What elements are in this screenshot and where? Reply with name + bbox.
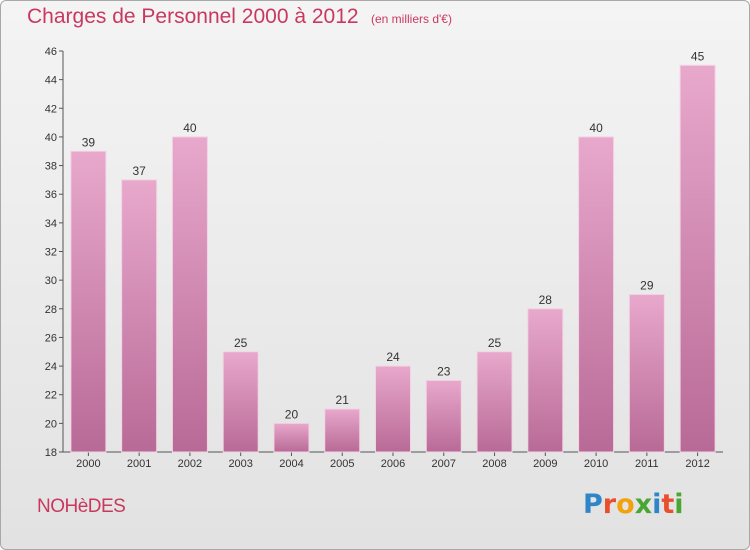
labels-group: 39 37 40 25 20 21 24 23 25 28 40 29 45 [82, 49, 705, 421]
y-tick-label: 18 [45, 447, 57, 459]
y-tick-label: 22 [45, 390, 57, 402]
bar-value-label: 37 [132, 164, 146, 178]
bar [273, 422, 310, 453]
bar-value-label: 25 [488, 336, 502, 350]
bar-value-label: 45 [691, 49, 705, 63]
bar [375, 365, 411, 453]
bar-value-label: 24 [386, 350, 400, 364]
bar [578, 136, 615, 453]
y-tick-label: 26 [45, 332, 57, 344]
logo-letter: i [674, 489, 684, 520]
logo-letter: r [602, 489, 617, 520]
logo-letter: i [652, 489, 662, 520]
logo-letter: o [616, 489, 635, 520]
x-tick-label: 2002 [178, 458, 202, 470]
x-tick-label: 2001 [127, 458, 151, 470]
x-tick-label: 2006 [381, 458, 405, 470]
x-tick-label: 2011 [635, 458, 659, 470]
proxiti-logo: Proxiti [583, 489, 684, 520]
y-tick-label: 20 [45, 418, 57, 430]
bars-group [70, 64, 716, 453]
bar [222, 351, 259, 453]
bar [628, 293, 665, 453]
bar-value-label: 28 [539, 293, 553, 307]
bar [527, 308, 564, 453]
bar-value-label: 21 [336, 393, 350, 407]
logo-letter: t [661, 489, 675, 520]
bar [171, 136, 208, 453]
bar-value-label: 40 [183, 121, 197, 135]
x-tick-label: 2003 [228, 458, 252, 470]
bar-value-label: 40 [589, 121, 603, 135]
bar [70, 150, 107, 453]
y-tick-label: 30 [45, 275, 57, 287]
y-tick-label: 36 [45, 189, 57, 201]
x-tick-label: 2010 [584, 458, 608, 470]
y-tick-label: 38 [45, 161, 57, 173]
bar [324, 408, 361, 453]
bar [425, 379, 462, 453]
chart-subtitle: (en milliers d'€) [371, 12, 452, 26]
chart-title: Charges de Personnel 2000 à 2012 [27, 5, 359, 28]
y-tick-label: 32 [45, 247, 57, 259]
x-tick-label: 2000 [76, 458, 100, 470]
bar [679, 64, 716, 453]
y-tick-label: 46 [45, 46, 57, 58]
bar-value-label: 20 [285, 407, 299, 421]
x-tick-label: 2008 [482, 458, 506, 470]
x-tick-label: 2012 [685, 458, 709, 470]
bar-value-label: 29 [640, 278, 654, 292]
y-tick-label: 40 [45, 132, 57, 144]
bar-value-label: 23 [437, 364, 451, 378]
y-tick-label: 44 [45, 75, 57, 87]
y-tick-label: 24 [45, 361, 57, 373]
y-tick-label: 42 [45, 103, 57, 115]
y-tick-label: 28 [45, 304, 57, 316]
bar-value-label: 25 [234, 336, 248, 350]
logo-letter: P [583, 489, 603, 520]
x-tick-label: 2005 [330, 458, 354, 470]
y-tick-label: 34 [45, 218, 57, 230]
bar [476, 351, 513, 453]
x-tick-label: 2009 [533, 458, 557, 470]
bar-value-label: 39 [82, 135, 96, 149]
commune-name: NOHèDES [37, 496, 126, 517]
bar [121, 179, 158, 453]
x-tick-label: 2007 [432, 458, 456, 470]
x-tick-label: 2004 [279, 458, 303, 470]
logo-letter: x [634, 489, 653, 520]
